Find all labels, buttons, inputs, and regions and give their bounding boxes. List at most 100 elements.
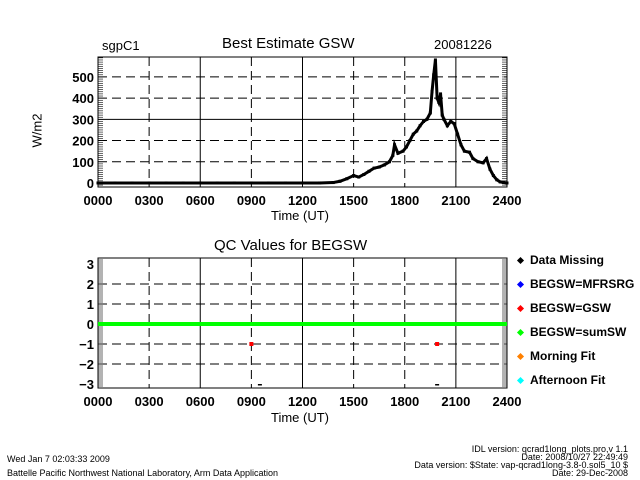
gsw-data-point (357, 175, 361, 179)
x-tick-label: 2100 (441, 193, 470, 208)
gsw-data-point (147, 181, 151, 185)
run-date: Wed Jan 7 02:03:33 2009 (7, 454, 110, 464)
gsw-data-point (440, 113, 444, 117)
gsw-data-point (425, 117, 429, 121)
gsw-data-point (396, 151, 400, 155)
gsw-data-point (382, 163, 386, 167)
gsw-data-point (432, 73, 436, 77)
gsw-data-point (437, 100, 441, 104)
gsw-data-point (456, 132, 460, 136)
x-tick-label: 0000 (84, 394, 113, 409)
idl-version: IDL version: qcrad1long_plots.pro,v 1.1 (471, 444, 628, 454)
y-tick-label: 500 (72, 70, 94, 85)
gsw-data-point (488, 167, 492, 171)
gsw-data-point (462, 149, 466, 153)
gsw-data-point (338, 179, 342, 183)
y-tick-label: 400 (72, 91, 94, 106)
chart2-title: QC Values for BEGSW (214, 237, 368, 254)
institution: Battelle Pacific Northwest National Labo… (7, 468, 278, 478)
gsw-data-point (232, 181, 236, 185)
y-tick-label: 300 (72, 112, 94, 127)
x-tick-label: 1200 (288, 193, 317, 208)
legend-marker-icon (516, 353, 525, 361)
x-axis-label-1: Time (UT) (271, 208, 330, 223)
gsw-data-point (318, 181, 322, 185)
x-tick-label: 1500 (339, 394, 368, 409)
gsw-data-point (411, 132, 415, 136)
gsw-data-point (415, 129, 419, 133)
gsw-data-point (491, 174, 495, 178)
x-tick-label: 2100 (441, 394, 470, 409)
gsw-data-point (408, 139, 412, 143)
y-tick-label: 1 (87, 297, 94, 312)
gsw-data-point (362, 172, 366, 176)
gsw-data-point (113, 181, 117, 185)
gsw-data-point (428, 111, 432, 115)
x-tick-label: 1500 (339, 193, 368, 208)
gsw-data-point (476, 160, 480, 164)
y-tick-label: −2 (79, 357, 94, 372)
idl-date: Date: 2008/10/27 22:49:49 (521, 452, 628, 462)
gsw-data-point (96, 181, 100, 185)
plot-frame (97, 56, 508, 188)
gsw-data-point (215, 181, 219, 185)
x-tick-label: 0900 (237, 394, 266, 409)
y-tick-label: 2 (87, 277, 94, 292)
gsw-data-point (498, 180, 502, 184)
gsw-data-point (130, 181, 134, 185)
legend-marker-icon (516, 329, 525, 337)
gsw-data-point (435, 96, 439, 100)
x-axis-label-2: Time (UT) (271, 410, 330, 425)
gsw-data-point (445, 124, 449, 128)
gsw-data-point (198, 181, 202, 185)
gsw-data-point (421, 119, 425, 123)
gsw-data-point (495, 178, 499, 182)
legend-begsw-sumsw: BEGSW=sumSW (516, 325, 626, 339)
legend-begsw-mfrsrg: BEGSW=MFRSRG (516, 277, 634, 291)
gsw-data-point (345, 177, 349, 181)
y-tick-label: −3 (79, 377, 94, 392)
gsw-data-point (468, 150, 472, 154)
x-tick-label: 0300 (135, 394, 164, 409)
gsw-data-point (430, 90, 434, 94)
x-tick-label: 2400 (493, 394, 522, 409)
gsw-data-point (485, 157, 489, 161)
y-tick-label: 100 (72, 155, 94, 170)
gsw-data-point (393, 143, 397, 147)
legend-marker-icon (516, 377, 525, 385)
x-tick-label: 0000 (84, 193, 113, 208)
x-tick-label: 1800 (390, 394, 419, 409)
gsw-data-point (352, 174, 356, 178)
y-tick-label: 200 (72, 134, 94, 149)
gsw-data-point (301, 181, 304, 185)
gsw-data-point (505, 181, 509, 185)
gsw-data-point (181, 181, 185, 185)
gsw-data-point (418, 124, 422, 128)
data-version: Data version: $State: vap-qcrad1long-3.8… (414, 460, 628, 470)
gsw-data-point (442, 117, 446, 121)
gsw-data-point (471, 157, 475, 161)
data-date: Date: 29-Dec-2008 (551, 468, 628, 478)
gsw-data-point (433, 58, 437, 62)
date-label: 20081226 (434, 37, 492, 52)
y-tick-label: 3 (87, 257, 94, 272)
x-tick-label: 1200 (288, 394, 317, 409)
legend-morning-fit: Morning Fit (516, 349, 595, 363)
x-tick-label: 0300 (135, 193, 164, 208)
gsw-data-point (164, 181, 168, 185)
legend-marker-icon (516, 281, 525, 289)
gsw-data-point (401, 149, 405, 153)
x-tick-label: 2400 (493, 193, 522, 208)
x-tick-label: 0600 (186, 193, 215, 208)
gsw-data-point (459, 143, 463, 147)
gsw-data-point (449, 119, 453, 123)
gsw-data-point (387, 160, 391, 164)
gsw-data-point (283, 181, 287, 185)
gsw-data-point (404, 145, 408, 149)
y-tick-label: 0 (87, 176, 94, 191)
x-tick-label: 0900 (237, 193, 266, 208)
chart1-title: Best Estimate GSW (222, 35, 355, 52)
qc-point-begsw-gsw (249, 342, 254, 346)
gsw-data-point (266, 181, 270, 185)
